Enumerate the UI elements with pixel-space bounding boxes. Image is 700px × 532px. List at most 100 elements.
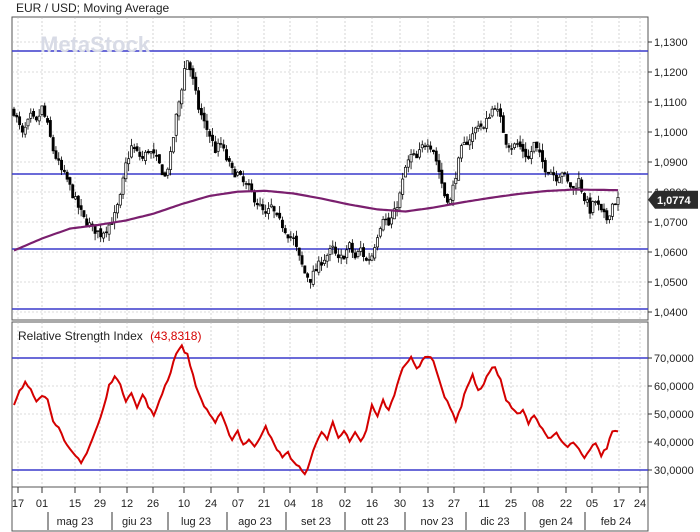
month-tick-label: ago 23 — [238, 516, 272, 528]
candle-body — [233, 168, 237, 178]
candle-body — [143, 151, 147, 161]
price-pane[interactable] — [11, 16, 649, 321]
candle-body — [406, 159, 410, 168]
candle-body — [213, 141, 217, 153]
candle-body — [127, 158, 131, 165]
moving-average-line — [13, 188, 619, 252]
candle-body — [552, 172, 556, 176]
candle-body — [549, 171, 553, 175]
month-tick-label: dic 23 — [480, 516, 509, 528]
candle-body — [616, 197, 620, 205]
date-tick-label: 25 — [505, 498, 517, 510]
candle-body — [116, 204, 119, 214]
candle-body — [431, 149, 435, 152]
candle-body — [571, 185, 575, 189]
date-tick-label: 02 — [339, 498, 351, 510]
candle-body — [104, 231, 108, 234]
candle-body — [370, 255, 374, 261]
candle-body — [113, 212, 117, 223]
candle-body — [272, 206, 276, 212]
candle-body — [320, 262, 324, 266]
candle-body — [141, 156, 145, 159]
candle-body — [582, 193, 586, 202]
candle-body — [297, 247, 301, 256]
candle-body — [504, 134, 508, 145]
price-tick-label: 1,0900 — [654, 157, 688, 169]
candle-body — [353, 252, 357, 259]
candle-body — [359, 247, 363, 252]
candle-body — [219, 143, 223, 145]
candle-body — [171, 137, 175, 153]
candle-body — [283, 228, 287, 234]
candle-body — [292, 237, 296, 239]
candle-body — [32, 111, 36, 117]
candle-body — [183, 68, 187, 91]
candle-body — [535, 141, 539, 149]
candle-body — [560, 172, 564, 177]
candle-body — [331, 245, 335, 248]
rsi-tick-label: 40,0000 — [654, 437, 694, 449]
candle-body — [580, 179, 584, 192]
price-title: EUR / USD; Moving Average — [16, 1, 170, 15]
date-tick-label: 21 — [258, 498, 270, 510]
candle-body — [76, 195, 80, 208]
month-tick-label: nov 23 — [420, 516, 453, 528]
date-tick-label: 04 — [284, 498, 296, 510]
candle-body — [443, 182, 447, 197]
candle-body — [267, 208, 270, 214]
price-tick-label: 1,1300 — [654, 37, 688, 49]
candle-body — [348, 242, 352, 249]
candle-body — [18, 116, 22, 126]
candle-body — [191, 68, 195, 79]
candle-body — [306, 273, 310, 278]
candle-body — [404, 166, 407, 178]
candle-body — [208, 131, 212, 137]
candlesticks — [12, 60, 620, 289]
candle-body — [345, 249, 349, 259]
date-tick-label: 11 — [478, 498, 489, 510]
rsi-y-axis: 70,000060,000050,000040,000030,000070605… — [648, 353, 694, 477]
candle-body — [99, 228, 103, 238]
candle-body — [314, 268, 318, 272]
candle-body — [384, 218, 388, 221]
candle-body — [303, 265, 307, 274]
x-axis-pane — [11, 486, 649, 532]
candle-body — [62, 169, 66, 172]
candle-body — [261, 204, 265, 211]
candle-body — [605, 210, 609, 221]
candle-body — [188, 62, 192, 71]
candle-body — [499, 108, 503, 117]
candle-body — [79, 205, 83, 210]
candle-body — [588, 197, 592, 214]
candle-body — [211, 134, 214, 141]
rsi-tick-label: 70,0000 — [654, 353, 694, 365]
candle-body — [418, 149, 421, 158]
candle-body — [96, 230, 100, 232]
date-tick-label: 08 — [532, 498, 544, 510]
candle-body — [445, 193, 449, 203]
date-tick-label: 05 — [586, 498, 598, 510]
month-tick-label: lug 23 — [181, 516, 211, 528]
candle-body — [367, 259, 371, 261]
candle-body — [185, 60, 189, 70]
rsi-pane[interactable] — [11, 321, 649, 488]
candle-body — [501, 115, 505, 133]
candle-body — [253, 190, 256, 203]
candle-body — [102, 232, 105, 239]
date-tick-label: 29 — [94, 498, 106, 510]
candle-body — [157, 154, 161, 164]
candle-body — [138, 151, 142, 157]
candle-body — [510, 148, 514, 150]
candle-body — [328, 248, 332, 255]
current-price-marker — [648, 190, 698, 209]
candle-body — [225, 149, 228, 161]
candle-body — [174, 113, 178, 136]
candle-body — [205, 120, 209, 130]
candle-body — [129, 145, 133, 158]
candle-body — [434, 150, 438, 162]
current-price-text: 1,0774 — [657, 195, 692, 207]
candle-body — [239, 171, 242, 175]
candle-body — [541, 150, 544, 162]
candle-body — [412, 153, 416, 155]
price-tick-label: 1,1200 — [654, 67, 688, 79]
